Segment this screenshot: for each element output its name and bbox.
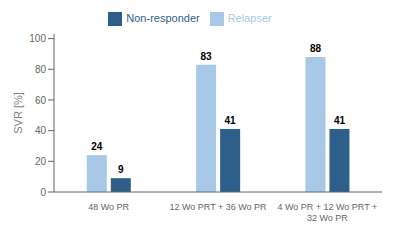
svg-text:80: 80 xyxy=(35,64,47,75)
svg-text:83: 83 xyxy=(201,51,213,62)
svg-text:0: 0 xyxy=(40,187,46,198)
svg-text:24: 24 xyxy=(91,141,103,152)
svg-text:SVR [%]: SVR [%] xyxy=(12,92,24,134)
svg-text:20: 20 xyxy=(35,156,47,167)
html-text:Non-responder: Non-responder xyxy=(126,12,200,24)
svg-text:88: 88 xyxy=(310,43,322,54)
html-text:Relapser: Relapser xyxy=(227,12,272,24)
svg-text:41: 41 xyxy=(225,115,237,126)
svg-text:100: 100 xyxy=(29,33,46,44)
svg-text:48 Wo PR: 48 Wo PR xyxy=(88,202,129,212)
svg-text:60: 60 xyxy=(35,95,47,106)
svg-text:41: 41 xyxy=(334,115,346,126)
svg-text:40: 40 xyxy=(35,125,47,136)
svg-text:9: 9 xyxy=(118,164,124,175)
svg-text:12 Wo PRT + 36 Wo PR: 12 Wo PRT + 36 Wo PR xyxy=(169,202,267,212)
svg-text:4 Wo PR + 12 Wo PRT +32 Wo PR: 4 Wo PR + 12 Wo PRT +32 Wo PR xyxy=(277,202,377,223)
